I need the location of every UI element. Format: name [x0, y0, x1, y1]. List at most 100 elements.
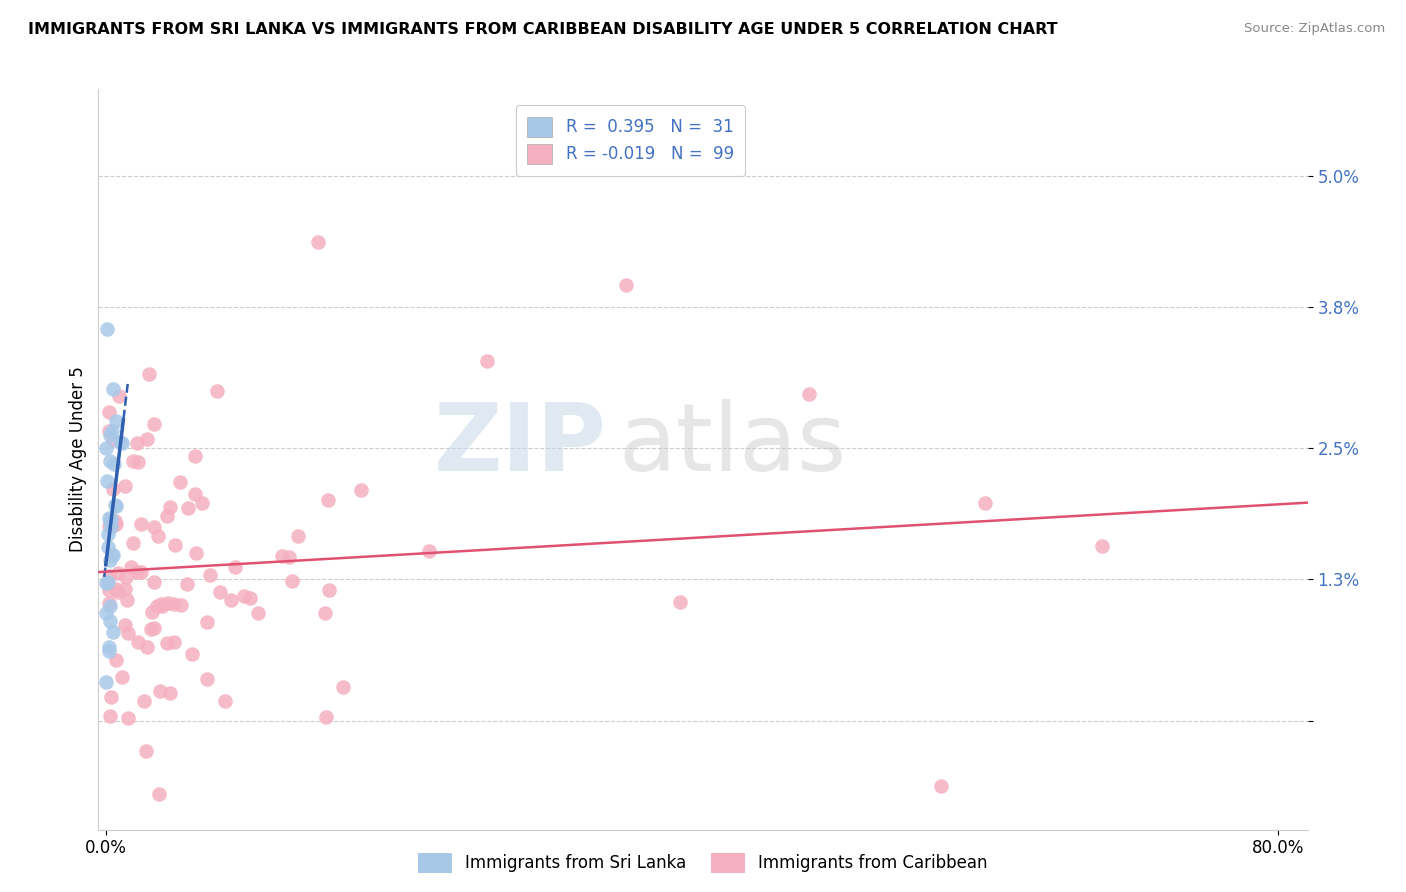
Legend: Immigrants from Sri Lanka, Immigrants from Caribbean: Immigrants from Sri Lanka, Immigrants fr… — [412, 847, 994, 880]
Text: Source: ZipAtlas.com: Source: ZipAtlas.com — [1244, 22, 1385, 36]
Legend: R =  0.395   N =  31, R = -0.019   N =  99: R = 0.395 N = 31, R = -0.019 N = 99 — [516, 105, 745, 176]
Point — [314, 606, 336, 620]
Point — [278, 549, 301, 564]
Point — [318, 583, 340, 598]
Point — [98, 599, 121, 613]
Point — [614, 278, 637, 293]
Point — [97, 519, 120, 533]
Point — [127, 635, 149, 649]
Point — [165, 538, 187, 552]
Point — [100, 424, 122, 438]
Point — [101, 519, 124, 533]
Point — [129, 565, 152, 579]
Point — [142, 520, 165, 534]
Point — [221, 593, 243, 607]
Point — [149, 597, 172, 611]
Text: ZIP: ZIP — [433, 399, 606, 491]
Point — [122, 454, 145, 468]
Point — [127, 455, 149, 469]
Point — [163, 597, 186, 611]
Point — [97, 640, 120, 654]
Point — [307, 235, 329, 249]
Point — [142, 417, 165, 432]
Point — [132, 694, 155, 708]
Point — [157, 596, 180, 610]
Point — [141, 605, 163, 619]
Text: atlas: atlas — [619, 399, 846, 491]
Point — [186, 546, 208, 560]
Point — [247, 607, 270, 621]
Point — [287, 529, 309, 543]
Point — [150, 599, 173, 614]
Point — [129, 517, 152, 532]
Point — [224, 560, 246, 574]
Point — [97, 596, 120, 610]
Point — [111, 436, 134, 450]
Point — [114, 582, 136, 596]
Point — [96, 474, 118, 488]
Point — [418, 544, 440, 558]
Point — [114, 478, 136, 492]
Point — [114, 618, 136, 632]
Point — [143, 575, 166, 590]
Point — [195, 615, 218, 629]
Point — [142, 621, 165, 635]
Point — [105, 414, 128, 428]
Point — [104, 516, 127, 531]
Point — [100, 548, 122, 562]
Point — [929, 779, 952, 793]
Point — [115, 593, 138, 607]
Point — [156, 509, 179, 524]
Point — [103, 457, 125, 471]
Point — [125, 435, 148, 450]
Point — [94, 606, 117, 620]
Text: IMMIGRANTS FROM SRI LANKA VS IMMIGRANTS FROM CARIBBEAN DISABILITY AGE UNDER 5 CO: IMMIGRANTS FROM SRI LANKA VS IMMIGRANTS … — [28, 22, 1057, 37]
Point — [148, 787, 170, 801]
Point — [98, 428, 121, 442]
Point — [170, 598, 193, 612]
Point — [214, 694, 236, 708]
Point — [232, 589, 254, 603]
Point — [184, 487, 207, 501]
Point — [100, 690, 122, 705]
Point — [1091, 540, 1114, 554]
Point — [149, 684, 172, 698]
Point — [98, 425, 121, 439]
Point — [97, 540, 120, 554]
Point — [120, 560, 142, 574]
Point — [108, 389, 131, 403]
Point — [101, 549, 124, 563]
Point — [205, 384, 228, 398]
Point — [104, 498, 127, 512]
Point — [332, 680, 354, 694]
Point — [98, 511, 121, 525]
Point — [105, 582, 128, 596]
Point — [97, 574, 120, 589]
Point — [98, 552, 121, 566]
Point — [97, 582, 120, 597]
Point — [108, 435, 131, 450]
Point — [159, 686, 181, 700]
Point — [169, 475, 191, 489]
Point — [162, 635, 184, 649]
Point — [94, 674, 117, 689]
Point — [475, 354, 498, 368]
Point — [98, 614, 121, 628]
Point — [107, 566, 129, 580]
Point — [350, 483, 373, 497]
Point — [191, 495, 214, 509]
Point — [239, 591, 262, 605]
Point — [176, 577, 198, 591]
Point — [101, 482, 124, 496]
Point — [101, 624, 124, 639]
Point — [98, 515, 121, 529]
Point — [315, 710, 337, 724]
Point — [97, 569, 120, 583]
Point — [97, 644, 120, 658]
Point — [100, 512, 122, 526]
Point — [141, 622, 163, 636]
Point — [974, 496, 997, 510]
Point — [105, 499, 128, 513]
Point — [100, 520, 122, 534]
Point — [121, 536, 143, 550]
